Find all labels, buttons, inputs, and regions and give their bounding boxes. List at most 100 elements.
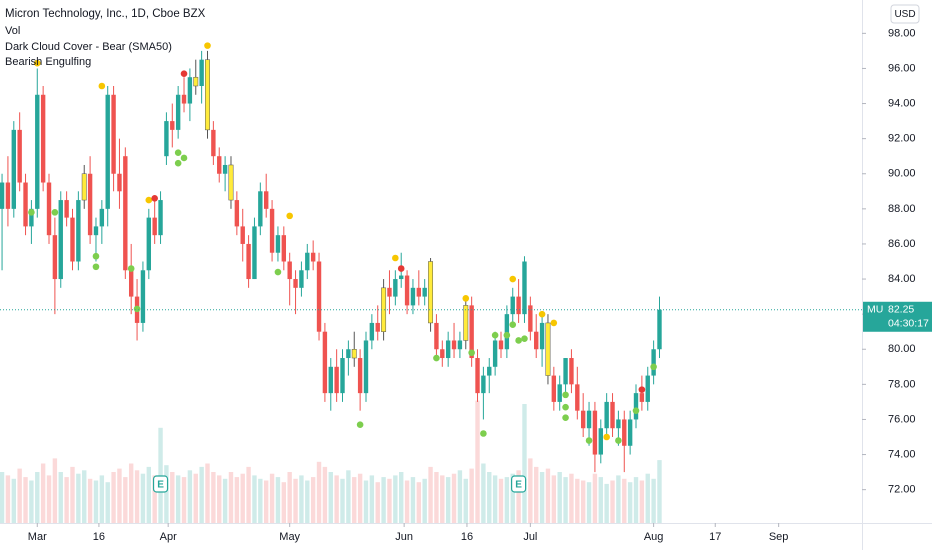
volume-bar: [293, 478, 298, 523]
candle-body: [123, 156, 128, 271]
x-tick-label: 17: [709, 531, 721, 543]
y-tick-label: 88.00: [888, 203, 916, 215]
volume-bar: [428, 466, 433, 523]
volume-bar: [99, 475, 105, 523]
candle-body: [93, 226, 99, 236]
volume-bar: [498, 478, 504, 523]
volume-bar: [334, 475, 339, 523]
pattern-marker: [550, 319, 558, 327]
candle-body: [399, 275, 404, 280]
pattern-marker: [28, 209, 35, 216]
volume-bar: [228, 472, 234, 523]
volume-bar: [504, 477, 510, 523]
volume-bar: [416, 482, 422, 523]
volume-bar: [422, 478, 427, 523]
candle-body: [40, 94, 46, 183]
volume-bar: [534, 466, 539, 523]
pattern-marker: [397, 265, 405, 272]
volume-bar: [369, 475, 375, 523]
y-tick-label: 98.00: [888, 27, 916, 39]
y-tick-label: 86.00: [888, 238, 916, 250]
volume-bar: [357, 473, 363, 523]
candle-body: [17, 129, 22, 183]
candle-body: [645, 375, 650, 402]
candle-body: [622, 419, 627, 446]
candle-body: [551, 375, 557, 402]
candle-body: [246, 243, 251, 280]
currency: USD: [894, 9, 915, 20]
volume-bar: [52, 458, 58, 523]
candle-body: [158, 200, 163, 236]
candle-body: [539, 322, 545, 350]
candle-body: [434, 322, 439, 350]
volume-bar: [117, 468, 122, 523]
volume-bar: [46, 475, 52, 523]
candle-body: [0, 182, 5, 209]
volume-bar: [64, 477, 69, 523]
candle-body: [252, 226, 257, 280]
candle-body: [369, 322, 375, 341]
x-tick-label: Apr: [160, 531, 177, 543]
volume-bar: [164, 465, 169, 523]
volume-bar: [17, 468, 22, 523]
candle-body: [146, 217, 152, 271]
volume-bar: [187, 470, 193, 523]
candle-body: [322, 331, 328, 394]
volume-bar: [563, 477, 568, 523]
volume-bar: [328, 472, 333, 523]
currency-box[interactable]: [890, 4, 920, 24]
volume-bar: [5, 475, 11, 523]
earnings-label: E: [515, 480, 522, 491]
candle-body: [199, 59, 204, 86]
candle-body: [287, 261, 292, 280]
candle-body: [445, 340, 451, 359]
pattern-marker: [392, 254, 399, 262]
volume-bar: [610, 480, 615, 523]
candle-body: [387, 287, 392, 297]
candle-body: [410, 287, 416, 306]
volume-bar: [305, 480, 310, 523]
candle-body: [428, 261, 434, 324]
volume-bar: [175, 475, 181, 523]
candle-body: [639, 393, 645, 402]
pattern-marker: [180, 154, 188, 162]
volume-bar: [87, 478, 93, 523]
y-tick-label: 78.00: [888, 378, 916, 390]
candle-body: [510, 296, 515, 315]
candle-body: [222, 164, 228, 174]
volume-bar: [0, 472, 5, 523]
volume-bar: [146, 466, 152, 523]
candle-body: [46, 182, 52, 236]
candle-body: [481, 375, 486, 394]
candle-body: [563, 358, 568, 385]
volume-bar: [393, 475, 398, 523]
volume-bar: [111, 472, 116, 523]
pattern-marker: [356, 421, 364, 429]
volume-bar: [434, 472, 439, 523]
volume-bar: [586, 482, 592, 523]
x-tick-label: Aug: [644, 531, 664, 543]
candle-body: [140, 270, 146, 323]
volume-bar: [622, 478, 627, 523]
x-tick-label: May: [279, 531, 300, 543]
candle-body: [29, 208, 34, 227]
candle-body: [580, 410, 586, 429]
pattern-marker: [51, 209, 59, 216]
candle-body: [164, 121, 169, 157]
pattern-marker: [174, 159, 182, 167]
candle-body: [569, 358, 574, 385]
candle-body: [87, 173, 93, 236]
volume-bar: [404, 480, 410, 523]
volume-bar: [58, 472, 63, 523]
candle-body: [375, 322, 380, 332]
pattern-marker: [286, 212, 293, 220]
candle-body: [52, 235, 58, 280]
volume-bar: [281, 482, 287, 523]
volume-bar: [170, 472, 175, 523]
volume-bar: [234, 477, 240, 523]
legend-dark-cloud: Dark Cloud Cover - Bear (SMA50): [5, 41, 172, 53]
pattern-marker: [650, 363, 657, 371]
volume-bar: [352, 477, 357, 523]
pattern-marker: [133, 305, 141, 313]
